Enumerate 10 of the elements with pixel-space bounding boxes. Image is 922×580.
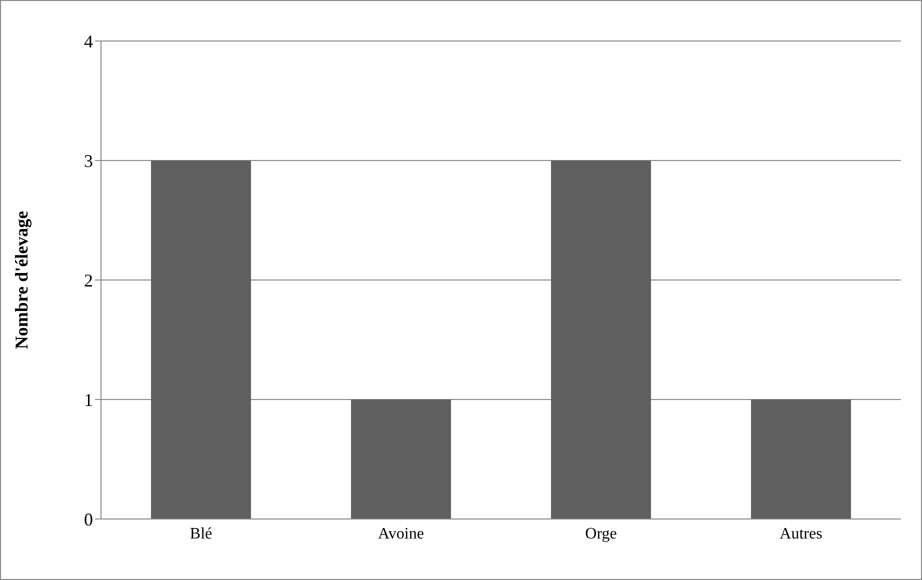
x-tick-label: Avoine: [378, 525, 424, 542]
y-axis-title: Nombre d'élevage: [11, 210, 32, 350]
y-tick-label: 1: [84, 390, 93, 410]
x-tick-label: Orge: [585, 525, 617, 542]
y-tick-label: 3: [84, 150, 93, 171]
y-tick-label: 4: [84, 31, 93, 52]
y-tick-label: 0: [84, 509, 93, 530]
x-tick-label: Blé: [190, 525, 212, 542]
x-tick-label: Autres: [780, 525, 822, 542]
y-tick-label: 2: [84, 270, 93, 290]
